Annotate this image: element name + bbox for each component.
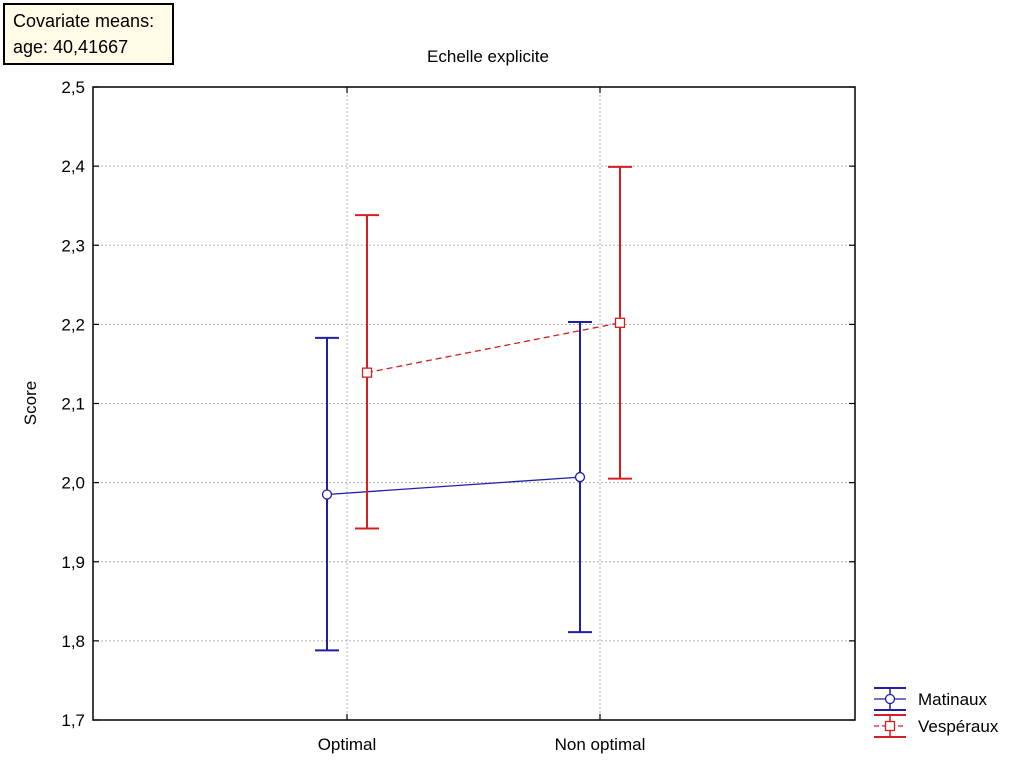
axis-ticks: 1,7 1,8 1,9 2,0 2,1 2,2 2,3 2,4 2,5 Optimal Non op… (61, 78, 855, 754)
data-point (361, 367, 373, 378)
data-point (574, 471, 586, 483)
x-tick-label: Non optimal (555, 735, 646, 754)
legend-label: Vespéraux (918, 717, 999, 736)
legend-marker (884, 720, 896, 732)
data-point (321, 489, 333, 500)
series-line (326, 476, 581, 496)
series-1 (315, 321, 592, 652)
y-tick-label: 2,5 (61, 78, 85, 97)
legend-label: Matinaux (918, 690, 987, 709)
gridlines (93, 87, 855, 720)
y-tick-label: 2,2 (61, 315, 85, 334)
series-line (366, 322, 621, 374)
y-tick-label: 1,7 (61, 711, 85, 730)
series-2 (355, 165, 632, 530)
covariate-title: Covariate means: (13, 11, 155, 31)
y-axis-label: Score (21, 381, 40, 425)
series (315, 165, 632, 652)
legend: Matinaux Vespéraux (874, 687, 999, 738)
y-tick-label: 2,3 (61, 236, 85, 255)
y-tick-label: 2,1 (61, 395, 85, 414)
chart-title: Echelle explicite (427, 47, 549, 66)
data-point (614, 317, 626, 328)
y-tick-label: 2,4 (61, 157, 85, 176)
covariate-means-box: Covariate means: age: 40,41667 (3, 3, 174, 65)
legend-marker (884, 693, 896, 705)
y-tick-label: 1,8 (61, 632, 85, 651)
y-tick-label: 2,0 (61, 474, 85, 493)
x-tick-label: Optimal (318, 735, 377, 754)
y-tick-label: 1,9 (61, 553, 85, 572)
covariate-value: age: 40,41667 (13, 37, 129, 57)
